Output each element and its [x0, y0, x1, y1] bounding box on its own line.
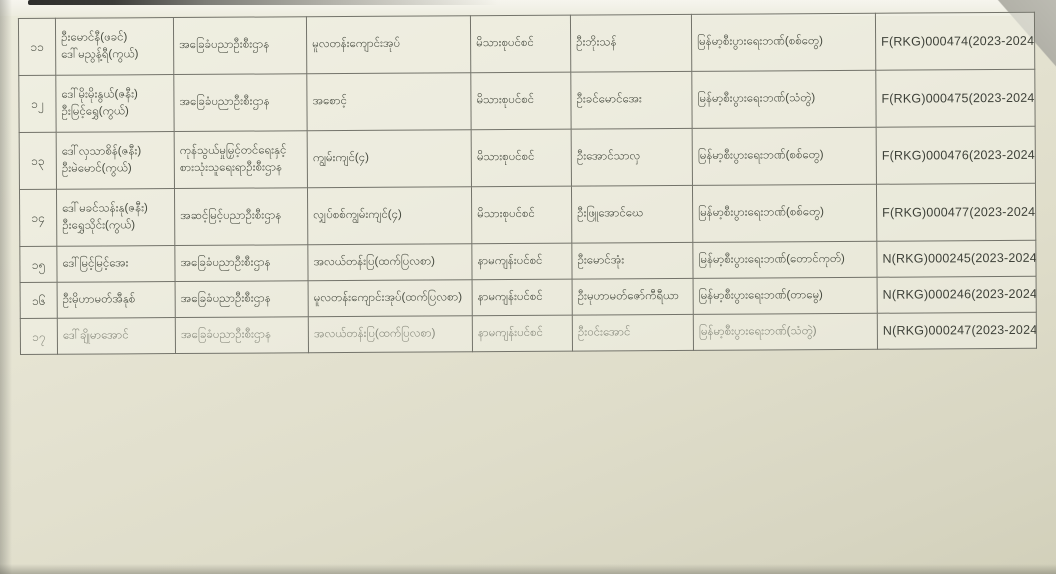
cell-bank-branch: မြန်မာ့စီးပွားရေးဘဏ်(စစ်တွေ)	[692, 127, 877, 186]
scan-edge-smudge	[28, 0, 498, 5]
cell-department: ကုန်သွယ်မှုမြှင့်တင်ရေးနှင့် စားသုံးသူရေ…	[174, 130, 308, 189]
cell-pensioner-name: ဒေါ်လှသာစိန်(ဇနီး) ဦးမဲမောင်(ကွယ်)	[56, 131, 175, 190]
cell-registration-no: F(RKG)000477(2023-2024)	[876, 183, 1036, 242]
cell-registration-no: F(RKG)000475(2023-2024)	[875, 69, 1036, 128]
cell-department: အခြေခံပညာဦးစီးဌာန	[173, 16, 307, 75]
cell-serial-no: ၁၆	[20, 282, 58, 319]
cell-deceased-name: ဦးမုဟာမတ်ဇော်ကီရီယာ	[572, 278, 694, 316]
cell-pension-type: နာမကျန်းပင်စင်	[472, 279, 573, 316]
cell-position: မူလတန်းကျောင်းအုပ်(ထက်ပြလစာ)	[308, 279, 473, 317]
cell-position: ကျွမ်းကျင်(၄)	[307, 129, 472, 188]
cell-department: အခြေခံပညာဦးစီးဌာန	[175, 316, 309, 354]
cell-department: အဆင့်မြင့်ပညာဦးစီးဌာန	[174, 187, 308, 246]
paper-bottom-shadow	[0, 564, 1056, 574]
table-row: ၁၅ ဒေါ်မြင့်မြင့်အေး အခြေခံပညာဦးစီးဌာန အ…	[19, 240, 1037, 283]
cell-pension-type: နာမကျန်းပင်စင်	[472, 315, 573, 352]
cell-deceased-name: ဦးဖြူအောင်ဃေ	[571, 185, 693, 244]
table-row: ၁၄ ဒေါ်မခင်သန်းနု(ဇနီး) ဦးရွှေသိုင်း(ကွယ…	[19, 183, 1036, 247]
cell-deceased-name: ဦးအောင်သာလှ	[571, 128, 693, 187]
cell-pension-type: မိသားစုပင်စင်	[471, 129, 572, 187]
cell-pensioner-name: ဒေါ်မြင့်မြင့်အေး	[56, 245, 176, 283]
cell-serial-no: ၁၂	[18, 75, 57, 133]
cell-position: မူလတန်းကျောင်းအုပ်	[306, 15, 471, 74]
cell-bank-branch: မြန်မာ့စီးပွားရေးဘဏ်(သံတွဲ)	[693, 313, 878, 351]
cell-department: အခြေခံပညာဦးစီးဌာန	[175, 280, 309, 318]
cell-registration-no: N(RKG)000245(2023-2024)	[876, 240, 1037, 278]
cell-serial-no: ၁၇	[20, 318, 58, 355]
cell-registration-no: N(RKG)000247(2023-2024)	[877, 312, 1037, 350]
paper-left-shadow	[0, 0, 12, 574]
table-row: ၁၂ ဒေါ်မိုးမိုးနွယ်(ဇနီး) ဦးမြင့်ရွှေ(ကွ…	[18, 69, 1036, 133]
cell-deceased-name: ဦးဝင်းအောင်	[572, 314, 694, 352]
cell-bank-branch: မြန်မာ့စီးပွားရေးဘဏ်(တောင်ကုတ်)	[692, 241, 878, 279]
table-row: ၁၇ ဒေါ်ချိုမာအောင် အခြေခံပညာဦးစီးဌာန အလယ…	[20, 312, 1037, 355]
cell-pensioner-name: ဒေါ်မခင်သန်းနု(ဇနီး) ဦးရွှေသိုင်း(ကွယ်)	[56, 188, 175, 247]
table-row: ၁၆ ဦးမိုဟာမတ်အီနုစ် အခြေခံပညာဦးစီးဌာန မူ…	[20, 276, 1037, 319]
cell-serial-no: ၁၁	[18, 18, 56, 76]
cell-registration-no: F(RKG)000474(2023-2024)	[875, 12, 1035, 71]
cell-serial-no: ၁၅	[19, 246, 58, 283]
cell-pension-type: မိသားစုပင်စင်	[470, 72, 572, 130]
cell-deceased-name: ဦးမောင်အုံး	[571, 242, 694, 280]
cell-serial-no: ၁၄	[19, 189, 57, 247]
cell-pension-type: နာမကျန်းပင်စင်	[471, 243, 573, 280]
cell-position: အလယ်တန်းပြ(ထက်ပြလစာ)	[308, 315, 473, 353]
cell-serial-no: ၁၃	[19, 132, 57, 190]
cell-deceased-name: ဦးဘိုးသန်	[570, 14, 692, 73]
cell-deceased-name: ဦးခင်မောင်အေး	[570, 71, 693, 130]
cell-pensioner-name: ဦးမောင်နီ(ဖခင်) ဒေါ်မညွန့်ရီ(ကွယ်)	[55, 17, 174, 76]
cell-pensioner-name: ဒေါ်ချိုမာအောင်	[57, 317, 176, 355]
cell-pension-type: မိသားစုပင်စင်	[470, 15, 571, 73]
cell-pension-type: မိသားစုပင်စင်	[471, 186, 572, 244]
cell-position: အစောင့်	[306, 72, 472, 131]
pension-register-table: ၁၁ ဦးမောင်နီ(ဖခင်) ဒေါ်မညွန့်ရီ(ကွယ်) အခ…	[17, 11, 1037, 356]
cell-department: အခြေခံပညာဦးစီးဌာန	[174, 244, 309, 282]
cell-bank-branch: မြန်မာ့စီးပွားရေးဘဏ်(သံတွဲ)	[691, 70, 877, 129]
cell-pensioner-name: ဦးမိုဟာမတ်အီနုစ်	[57, 281, 176, 319]
cell-bank-branch: မြန်မာ့စီးပွားရေးဘဏ်(တာမွေ)	[693, 277, 878, 315]
cell-position: လျှပ်စစ်ကျွမ်းကျင်(၄)	[307, 186, 472, 245]
table-row: ၁၃ ဒေါ်လှသာစိန်(ဇနီး) ဦးမဲမောင်(ကွယ်) ကု…	[19, 126, 1036, 190]
cell-bank-branch: မြန်မာ့စီးပွားရေးဘဏ်(စစ်တွေ)	[692, 184, 877, 243]
cell-bank-branch: မြန်မာ့စီးပွားရေးဘဏ်(စစ်တွေ)	[691, 13, 876, 72]
cell-pensioner-name: ဒေါ်မိုးမိုးနွယ်(ဇနီး) ဦးမြင့်ရွှေ(ကွယ်)	[55, 74, 175, 133]
cell-position: အလယ်တန်းပြ(ထက်ပြလစာ)	[307, 243, 473, 281]
cell-registration-no: F(RKG)000476(2023-2024)	[876, 126, 1036, 185]
table-row: ၁၁ ဦးမောင်နီ(ဖခင်) ဒေါ်မညွန့်ရီ(ကွယ်) အခ…	[18, 12, 1035, 76]
cell-department: အခြေခံပညာဦးစီးဌာန	[173, 73, 308, 132]
cell-registration-no: N(RKG)000246(2023-2024)	[877, 276, 1037, 314]
